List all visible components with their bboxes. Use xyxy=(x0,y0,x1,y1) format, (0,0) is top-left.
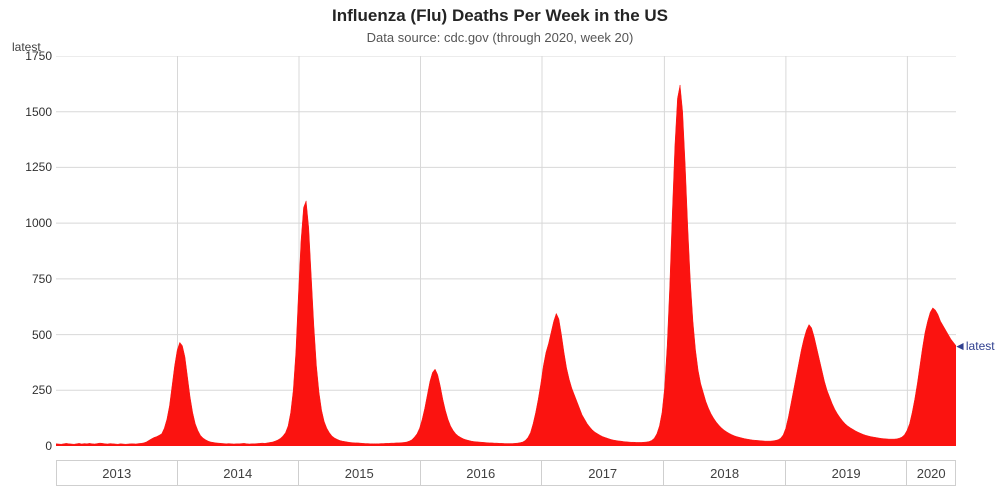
y-tick-label: 1000 xyxy=(6,216,52,230)
x-axis-year-cell: 2013 xyxy=(56,460,178,486)
right-latest-marker-icon: ◄ xyxy=(954,339,966,353)
x-axis-year-cell: 2020 xyxy=(907,460,956,486)
plot-area xyxy=(56,56,956,446)
right-latest-badge: ◄latest xyxy=(954,339,995,353)
x-axis-year-cell: 2015 xyxy=(299,460,421,486)
chart-title: Influenza (Flu) Deaths Per Week in the U… xyxy=(0,6,1000,26)
chart-container: Influenza (Flu) Deaths Per Week in the U… xyxy=(0,0,1000,500)
x-axis-year-cell: 2018 xyxy=(664,460,786,486)
y-tick-label: 1250 xyxy=(6,160,52,174)
x-axis-year-cell: 2016 xyxy=(421,460,543,486)
x-axis-band: 20132014201520162017201820192020 xyxy=(56,460,956,486)
x-axis-year-cell: 2019 xyxy=(786,460,908,486)
y-tick-label: 1500 xyxy=(6,105,52,119)
y-axis-top-badge: latest xyxy=(12,40,41,54)
x-axis-year-cell: 2017 xyxy=(542,460,664,486)
chart-subtitle: Data source: cdc.gov (through 2020, week… xyxy=(0,30,1000,45)
y-tick-label: 0 xyxy=(6,439,52,453)
area-chart-svg xyxy=(56,56,956,446)
x-axis-year-cell: 2014 xyxy=(178,460,300,486)
y-tick-label: 250 xyxy=(6,383,52,397)
y-tick-label: 500 xyxy=(6,328,52,342)
right-latest-text: latest xyxy=(966,339,995,353)
y-tick-label: 750 xyxy=(6,272,52,286)
